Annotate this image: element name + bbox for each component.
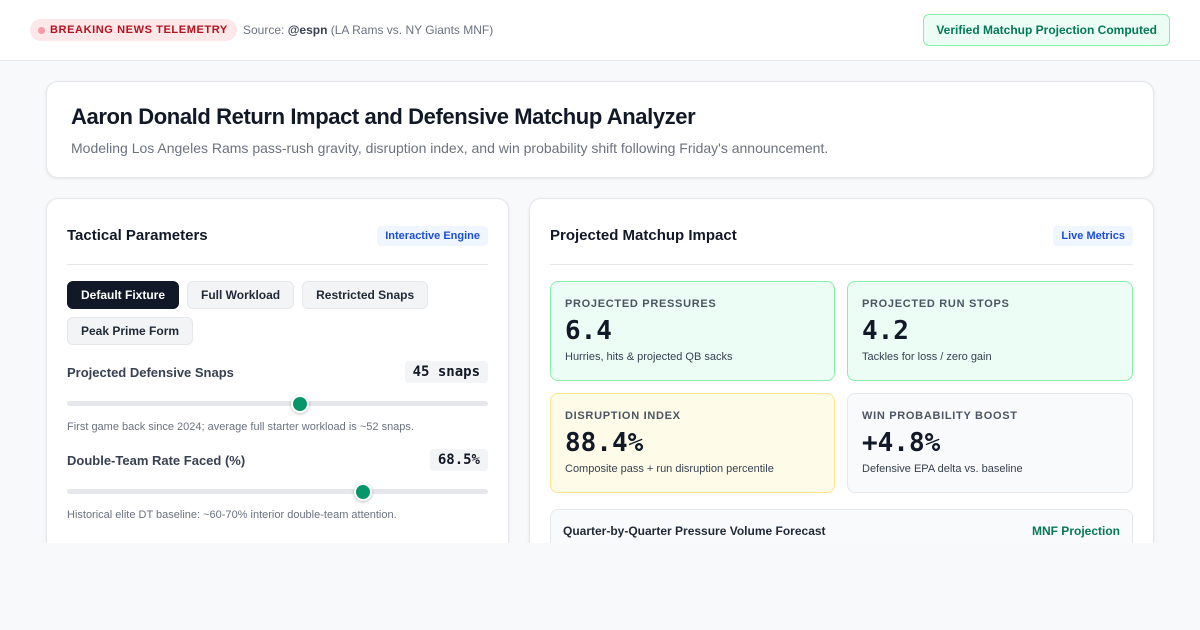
preset-peak-prime-form-button[interactable]: Peak Prime Form bbox=[67, 317, 194, 345]
forecast-tag: MNF Projection bbox=[1031, 524, 1120, 538]
panel-header: Tactical Parameters Interactive Engine bbox=[67, 219, 488, 265]
preset-button-group: Default Fixture Full Workload Restricted… bbox=[67, 281, 488, 345]
double-team-parameter: Double-Team Rate Faced (%) 68.5% Histori… bbox=[67, 449, 488, 521]
page-title: Aaron Donald Return Impact and Defensive… bbox=[71, 104, 696, 129]
preset-restricted-snaps-button[interactable]: Restricted Snaps bbox=[302, 281, 429, 309]
metric-value: 4.2 bbox=[862, 316, 909, 346]
metric-label: PROJECTED RUN STOPS bbox=[862, 298, 1010, 310]
interactive-engine-badge: Interactive Engine bbox=[377, 225, 488, 246]
metric-card-win-probability: WIN PROBABILITY BOOST +4.8% Defensive EP… bbox=[847, 393, 1133, 493]
preset-full-workload-button[interactable]: Full Workload bbox=[187, 281, 295, 309]
metric-label: PROJECTED PRESSURES bbox=[565, 298, 717, 310]
snaps-parameter: Projected Defensive Snaps 45 snaps First… bbox=[67, 361, 488, 433]
page-subtitle: Modeling Los Angeles Rams pass-rush grav… bbox=[71, 140, 829, 156]
header-card: Aaron Donald Return Impact and Defensive… bbox=[46, 81, 1154, 178]
source-prefix: Source: bbox=[243, 23, 285, 37]
panel-title: Tactical Parameters bbox=[67, 227, 208, 244]
live-dot-icon bbox=[38, 26, 45, 34]
source-context: (LA Rams vs. NY Giants MNF) bbox=[330, 23, 494, 37]
double-team-help-text: Historical elite DT baseline: ~60-70% in… bbox=[67, 509, 397, 521]
double-team-value: 68.5% bbox=[429, 449, 488, 471]
metric-description: Composite pass + run disruption percenti… bbox=[565, 463, 774, 475]
metric-description: Tackles for loss / zero gain bbox=[862, 351, 992, 363]
metric-card-run-stops: PROJECTED RUN STOPS 4.2 Tackles for loss… bbox=[847, 281, 1133, 381]
slider-track bbox=[67, 401, 488, 406]
metric-value: 88.4% bbox=[565, 428, 644, 458]
snaps-slider[interactable] bbox=[67, 393, 488, 413]
page-background-cutoff bbox=[0, 543, 1200, 630]
metric-value: +4.8% bbox=[862, 428, 941, 458]
breaking-news-badge: BREAKING NEWS TELEMETRY bbox=[30, 19, 237, 41]
slider-track bbox=[67, 489, 488, 494]
double-team-slider[interactable] bbox=[67, 481, 488, 501]
panel-header: Projected Matchup Impact Live Metrics bbox=[550, 219, 1133, 265]
metric-grid: PROJECTED PRESSURES 6.4 Hurries, hits & … bbox=[550, 281, 1133, 493]
snaps-value: 45 snaps bbox=[404, 361, 488, 383]
source-line: Source: @espn (LA Rams vs. NY Giants MNF… bbox=[243, 23, 493, 37]
source-handle: @espn bbox=[287, 23, 328, 37]
metric-label: DISRUPTION INDEX bbox=[565, 410, 681, 422]
slider-thumb[interactable] bbox=[290, 395, 309, 413]
metric-label: WIN PROBABILITY BOOST bbox=[862, 410, 1018, 422]
metric-card-pressures: PROJECTED PRESSURES 6.4 Hurries, hits & … bbox=[550, 281, 835, 381]
breaking-news-label: BREAKING NEWS TELEMETRY bbox=[50, 24, 228, 36]
snaps-label: Projected Defensive Snaps bbox=[67, 364, 234, 380]
forecast-title: Quarter-by-Quarter Pressure Volume Forec… bbox=[563, 524, 826, 538]
metric-value: 6.4 bbox=[565, 316, 612, 346]
panel-title: Projected Matchup Impact bbox=[550, 227, 737, 244]
double-team-label: Double-Team Rate Faced (%) bbox=[67, 452, 246, 468]
live-metrics-badge: Live Metrics bbox=[1053, 225, 1133, 246]
snaps-help-text: First game back since 2024; average full… bbox=[67, 421, 414, 433]
metric-description: Defensive EPA delta vs. baseline bbox=[862, 463, 1023, 475]
slider-thumb[interactable] bbox=[354, 483, 373, 501]
verified-status-badge: Verified Matchup Projection Computed bbox=[923, 14, 1170, 46]
top-bar: BREAKING NEWS TELEMETRY Source: @espn (L… bbox=[0, 0, 1200, 61]
preset-default-fixture-button[interactable]: Default Fixture bbox=[67, 281, 180, 309]
metric-card-disruption-index: DISRUPTION INDEX 88.4% Composite pass + … bbox=[550, 393, 835, 493]
metric-description: Hurries, hits & projected QB sacks bbox=[565, 351, 733, 363]
